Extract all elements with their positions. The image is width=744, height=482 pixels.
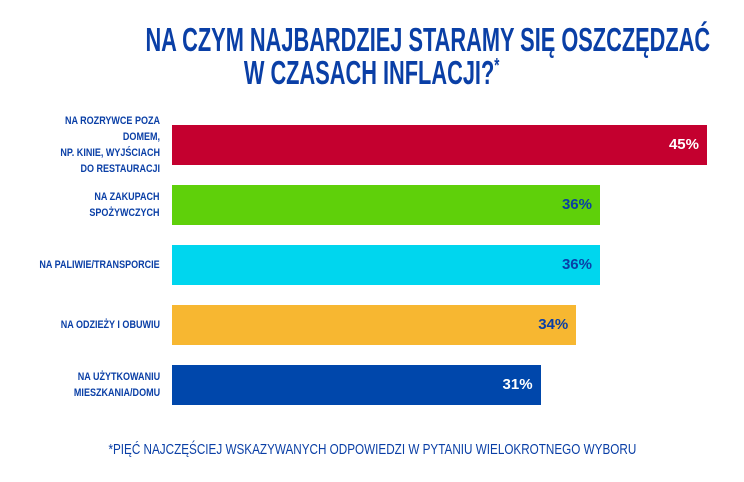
footnote-text: *PIĘĆ NAJCZĘŚCIEJ WSKAZYWANYCH ODPOWIEDZ… (108, 441, 636, 458)
title-footnote-mark: * (494, 55, 500, 77)
category-label-text: NA PALIWIE/TRANSPORCIE (39, 259, 160, 271)
title-text: W CZASACH INFLACJI? (244, 54, 495, 91)
title-text: NA CZYM NAJBARDZIEJ STARAMY SIĘ OSZCZĘDZ… (145, 21, 711, 58)
data-label: 34% (538, 316, 569, 333)
bar: 31% (172, 365, 541, 405)
category-label-text: NA ROZRYWCE POZA DOMEM, NP. KINIE, WYJŚC… (60, 115, 160, 175)
category-label: NA ZAKUPACH SPOŻYWCZYCH (0, 185, 160, 225)
category-label: NA PALIWIE/TRANSPORCIE (0, 245, 160, 285)
data-label: 36% (561, 256, 592, 273)
bar: 36% (172, 245, 600, 285)
category-label: NA ROZRYWCE POZA DOMEM, NP. KINIE, WYJŚC… (0, 115, 160, 175)
chart-title-line-2: W CZASACH INFLACJI?* (0, 56, 744, 89)
footnote: *PIĘĆ NAJCZĘŚCIEJ WSKAZYWANYCH ODPOWIEDZ… (0, 441, 744, 458)
bar: 45% (172, 125, 707, 165)
category-label-text: NA ODZIEŻY I OBUWIU (60, 319, 160, 331)
data-label: 45% (668, 136, 699, 153)
category-label: NA UŻYTKOWANIU MIESZKANIA/DOMU (0, 365, 160, 405)
category-label-text: NA ZAKUPACH SPOŻYWCZYCH (89, 191, 160, 219)
data-label: 36% (561, 196, 592, 213)
category-label: NA ODZIEŻY I OBUWIU (0, 305, 160, 345)
chart-title-line-1: NA CZYM NAJBARDZIEJ STARAMY SIĘ OSZCZĘDZ… (0, 23, 744, 56)
title-text-wrap: W CZASACH INFLACJI?* (244, 56, 500, 89)
category-label-text: NA UŻYTKOWANIU MIESZKANIA/DOMU (73, 371, 160, 399)
bar: 34% (172, 305, 577, 345)
data-label: 31% (502, 376, 533, 393)
bar: 36% (172, 185, 600, 225)
